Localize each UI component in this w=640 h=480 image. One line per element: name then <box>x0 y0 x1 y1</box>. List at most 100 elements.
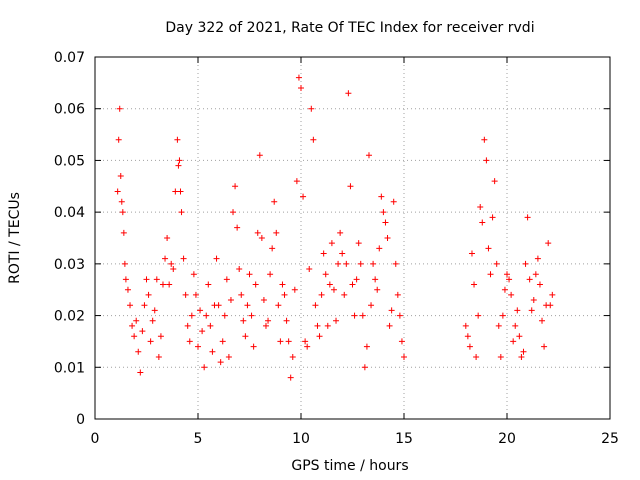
data-point <box>310 136 317 143</box>
data-point <box>209 348 216 355</box>
data-point <box>382 219 389 226</box>
data-point <box>217 359 224 366</box>
data-point <box>361 364 368 371</box>
data-point <box>464 333 471 340</box>
data-point <box>117 172 124 179</box>
data-point <box>372 276 379 283</box>
data-point <box>396 312 403 319</box>
data-point <box>195 343 201 350</box>
data-point <box>149 317 156 324</box>
y-tick-label: 0.02 <box>54 309 85 325</box>
data-point <box>353 276 360 283</box>
data-point <box>466 343 473 350</box>
data-point <box>506 276 513 283</box>
data-point <box>289 353 296 360</box>
data-point <box>394 291 401 298</box>
data-point <box>174 136 181 143</box>
data-point <box>390 198 397 205</box>
data-point <box>510 338 517 345</box>
data-point <box>159 281 166 288</box>
data-point <box>281 291 288 298</box>
y-tick-label: 0 <box>76 412 85 428</box>
data-point <box>127 302 134 309</box>
data-point <box>265 317 272 324</box>
data-point <box>291 286 298 293</box>
data-point <box>479 219 486 226</box>
data-point <box>300 193 307 200</box>
data-point <box>526 276 533 283</box>
data-point <box>355 240 362 247</box>
data-point <box>384 235 391 241</box>
data-point <box>139 328 146 335</box>
data-point <box>324 322 331 329</box>
data-point <box>481 136 488 143</box>
data-point <box>234 224 241 231</box>
data-point <box>162 255 169 262</box>
data-point <box>522 260 529 267</box>
data-point <box>302 338 309 345</box>
data-point <box>333 317 340 324</box>
x-axis-label: GPS time / hours <box>291 458 408 474</box>
data-point <box>514 307 521 314</box>
data-point <box>166 281 173 288</box>
data-point <box>365 152 372 159</box>
data-point <box>345 90 352 97</box>
y-tick-label: 0.07 <box>54 50 85 66</box>
data-point <box>114 188 121 195</box>
data-point <box>328 240 335 247</box>
data-point <box>267 271 274 278</box>
data-point <box>118 198 125 205</box>
data-point <box>378 193 385 200</box>
data-point <box>122 276 129 283</box>
data-point <box>227 297 234 304</box>
data-point <box>304 343 311 350</box>
data-point <box>388 307 395 314</box>
data-point <box>246 271 253 278</box>
data-point <box>495 322 502 329</box>
data-point <box>475 312 482 319</box>
data-point <box>497 353 504 360</box>
y-tick-label: 0.06 <box>54 102 85 118</box>
data-point <box>283 317 290 324</box>
data-point <box>483 157 490 164</box>
data-point <box>244 302 251 309</box>
data-point <box>190 271 197 278</box>
data-point <box>524 214 531 221</box>
data-point <box>508 291 515 298</box>
data-point <box>215 302 222 309</box>
data-point <box>547 302 554 309</box>
data-point <box>374 286 381 293</box>
data-point <box>477 203 484 210</box>
data-point <box>398 338 405 345</box>
data-point <box>151 307 158 314</box>
data-point <box>287 374 294 381</box>
data-point <box>238 291 245 298</box>
data-point <box>164 235 171 241</box>
data-point <box>368 302 375 309</box>
data-point <box>337 229 344 236</box>
data-point <box>168 260 175 267</box>
data-point <box>363 343 370 350</box>
data-point <box>133 317 140 324</box>
data-point <box>349 281 356 288</box>
data-point <box>184 322 191 329</box>
data-points <box>114 74 556 381</box>
data-point <box>512 322 519 329</box>
data-point <box>175 162 182 169</box>
data-point <box>386 322 393 329</box>
data-point <box>221 312 228 319</box>
data-point <box>487 271 494 278</box>
data-point <box>225 353 232 360</box>
data-point <box>370 260 377 267</box>
data-point <box>392 260 399 267</box>
data-point <box>339 250 346 257</box>
data-point <box>207 322 214 329</box>
data-point <box>285 338 292 345</box>
plot-frame <box>94 56 611 420</box>
data-point <box>320 250 327 257</box>
data-point <box>188 312 195 319</box>
data-point <box>468 250 475 257</box>
data-point <box>219 338 226 345</box>
data-point <box>314 322 321 329</box>
